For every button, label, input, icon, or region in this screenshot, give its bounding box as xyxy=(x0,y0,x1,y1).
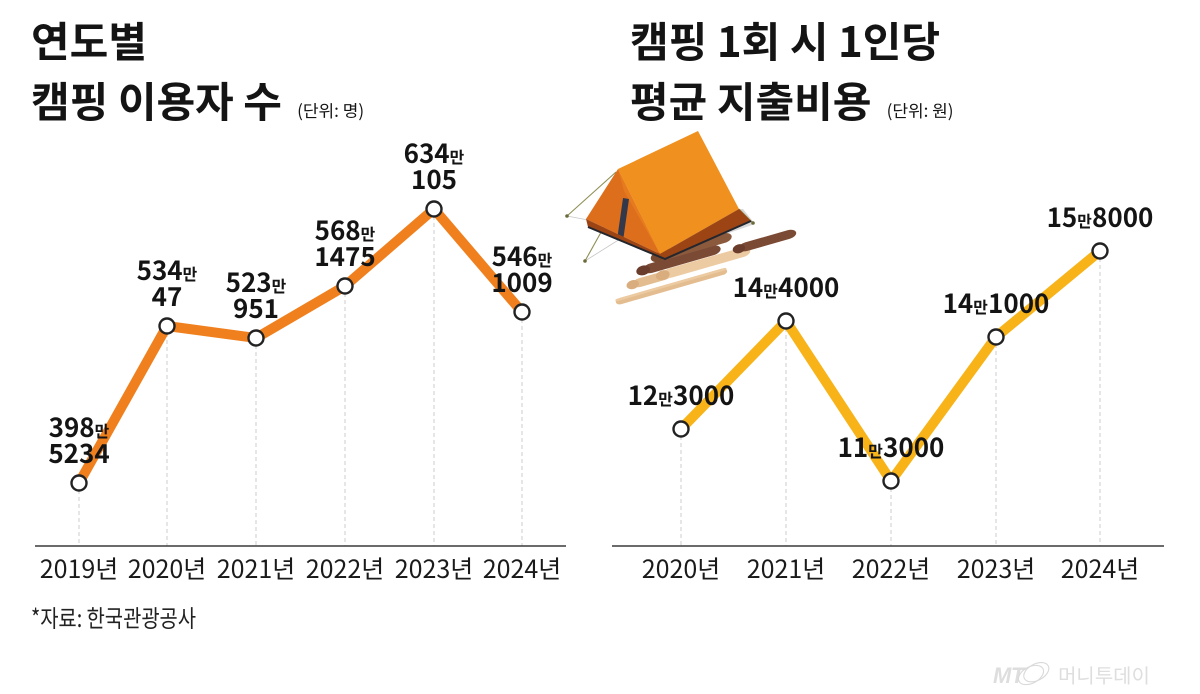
svg-text:951: 951 xyxy=(233,289,279,326)
svg-text:2019년: 2019년 xyxy=(40,550,119,586)
svg-text:15만8000: 15만8000 xyxy=(1047,198,1154,235)
svg-text:2021년: 2021년 xyxy=(217,550,296,586)
svg-text:2020년: 2020년 xyxy=(128,550,207,586)
svg-text:105: 105 xyxy=(411,160,457,197)
svg-text:5234: 5234 xyxy=(48,434,109,471)
svg-text:14만4000: 14만4000 xyxy=(733,268,840,305)
svg-text:2023년: 2023년 xyxy=(395,550,474,586)
svg-text:1009: 1009 xyxy=(491,263,552,300)
svg-text:2022년: 2022년 xyxy=(852,550,931,586)
svg-text:11만3000: 11만3000 xyxy=(838,428,945,465)
svg-text:2024년: 2024년 xyxy=(483,550,562,586)
svg-text:2023년: 2023년 xyxy=(957,550,1036,586)
svg-text:1475: 1475 xyxy=(314,237,375,274)
svg-text:*자료: 한국관광공사: *자료: 한국관광공사 xyxy=(31,599,196,634)
svg-text:47: 47 xyxy=(152,277,183,314)
svg-text:2021년: 2021년 xyxy=(747,550,826,586)
svg-text:2020년: 2020년 xyxy=(642,550,721,586)
svg-text:2024년: 2024년 xyxy=(1061,550,1140,586)
svg-text:14만1000: 14만1000 xyxy=(943,284,1050,321)
svg-text:12만3000: 12만3000 xyxy=(628,376,735,413)
svg-text:2022년: 2022년 xyxy=(306,550,385,586)
